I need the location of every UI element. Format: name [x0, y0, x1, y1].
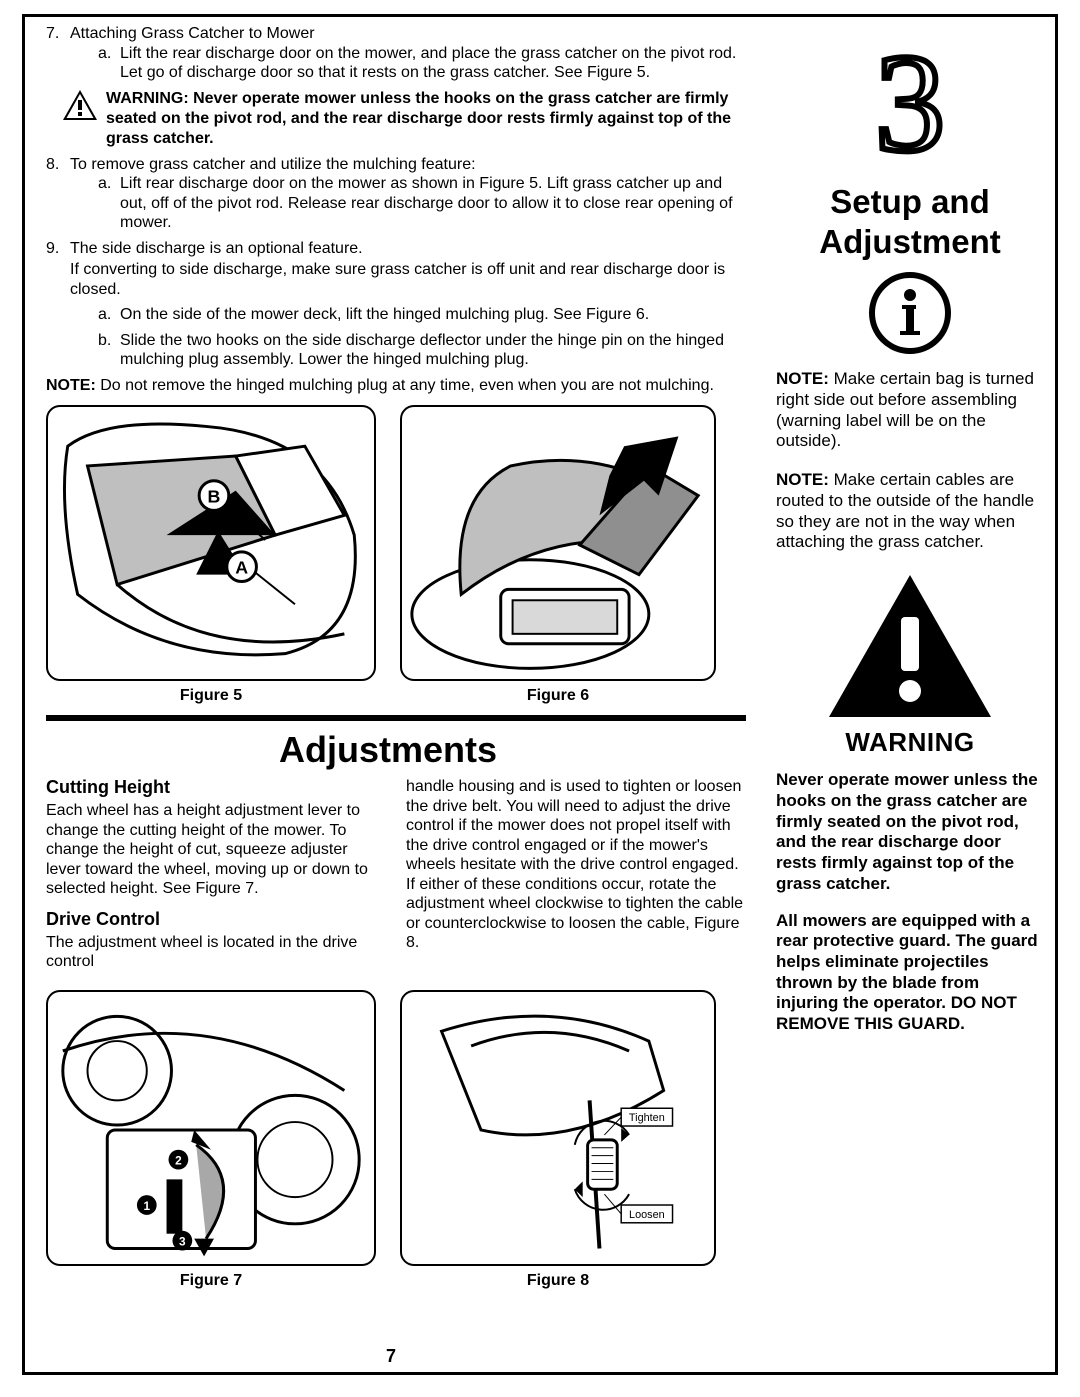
note-label: NOTE:	[46, 377, 96, 394]
note-label: NOTE:	[776, 470, 829, 489]
step-num: 8.	[46, 155, 59, 175]
drive-control-text-1: The adjustment wheel is located in the d…	[46, 933, 386, 972]
figure-7-wrap: 1 2 3 Figure 7	[46, 990, 376, 1290]
sidebar-warning-label: WARNING	[776, 727, 1044, 758]
figure-5-illustration: B A	[48, 405, 374, 681]
figure-8-illustration: Tighten Loosen	[402, 990, 714, 1266]
sidebar: 3 Setup and Adjustment NOTE: Make certai…	[766, 24, 1050, 1367]
figure-7-caption: Figure 7	[46, 1272, 376, 1290]
fig5-label-b: B	[208, 487, 221, 507]
warning-triangle-large-icon	[825, 571, 995, 721]
step-text: On the side of the mower deck, lift the …	[120, 306, 649, 323]
step-text: Attaching Grass Catcher to Mower	[70, 25, 315, 42]
warning-triangle-icon	[62, 89, 98, 121]
chapter-number-icon: 3	[855, 32, 965, 180]
step-text: The side discharge is an optional featur…	[70, 240, 363, 257]
step-text: Lift the rear discharge door on the mowe…	[120, 45, 736, 82]
step-letter: b.	[98, 331, 111, 351]
page-number: 7	[30, 1346, 752, 1367]
inline-warning: WARNING: Never operate mower unless the …	[62, 89, 746, 149]
step-letter: a.	[98, 174, 111, 194]
drive-control-text-2: handle housing and is used to tighten or…	[406, 777, 746, 953]
info-icon	[868, 271, 952, 355]
figure-6	[400, 405, 716, 681]
fig7-label-3: 3	[179, 1234, 186, 1248]
note-mulching: NOTE: Do not remove the hinged mulching …	[46, 376, 746, 396]
figure-5-wrap: B A Figure 5	[46, 405, 376, 705]
warning-text: WARNING: Never operate mower unless the …	[106, 89, 746, 149]
step-7a: a. Lift the rear discharge door on the m…	[98, 44, 746, 83]
figure-8-wrap: Tighten Loosen Figure 8	[400, 990, 716, 1290]
figure-7: 1 2 3	[46, 990, 376, 1266]
figure-5: B A	[46, 405, 376, 681]
figure-8: Tighten Loosen	[400, 990, 716, 1266]
step-9-sub: If converting to side discharge, make su…	[70, 260, 746, 299]
adjustments-columns: Cutting Height Each wheel has a height a…	[46, 777, 746, 982]
step-9a: a. On the side of the mower deck, lift t…	[98, 305, 746, 325]
sidebar-title-1: Setup and	[776, 184, 1044, 220]
step-letter: a.	[98, 44, 111, 64]
drive-control-heading: Drive Control	[46, 909, 386, 931]
main-content: 7. Attaching Grass Catcher to Mower a. L…	[30, 24, 752, 1367]
figure-6-caption: Figure 6	[400, 687, 716, 705]
section-rule	[46, 715, 746, 721]
note-label: NOTE:	[776, 369, 829, 388]
figure-6-illustration	[402, 405, 714, 681]
fig5-label-a: A	[235, 558, 248, 578]
fig7-label-1: 1	[143, 1199, 150, 1213]
step-num: 9.	[46, 239, 59, 259]
fig8-tighten: Tighten	[629, 1112, 665, 1124]
svg-text:3: 3	[875, 32, 945, 180]
figure-5-caption: Figure 5	[46, 687, 376, 705]
step-text: Lift rear discharge door on the mower as…	[120, 175, 733, 231]
step-9b: b. Slide the two hooks on the side disch…	[98, 331, 746, 370]
sidebar-warning-1: Never operate mower unless the hooks on …	[776, 770, 1044, 894]
sidebar-title-2: Adjustment	[776, 224, 1044, 260]
figure-7-illustration: 1 2 3	[48, 990, 374, 1266]
step-8a: a. Lift rear discharge door on the mower…	[98, 174, 746, 233]
sidebar-note-1: NOTE: Make certain bag is turned right s…	[776, 369, 1044, 452]
step-letter: a.	[98, 305, 111, 325]
adjustments-heading: Adjustments	[30, 729, 746, 771]
fig8-loosen: Loosen	[629, 1209, 665, 1221]
note-text: Do not remove the hinged mulching plug a…	[96, 377, 714, 394]
step-9: 9. The side discharge is an optional fea…	[46, 239, 746, 370]
figure-8-caption: Figure 8	[400, 1272, 716, 1290]
sidebar-warning-2: All mowers are equipped with a rear prot…	[776, 911, 1044, 1035]
figure-row-2: 1 2 3 Figure 7	[46, 990, 746, 1290]
step-8: 8. To remove grass catcher and utilize t…	[46, 155, 746, 233]
step-text: Slide the two hooks on the side discharg…	[120, 332, 724, 369]
figure-6-wrap: Figure 6	[400, 405, 716, 705]
cutting-height-heading: Cutting Height	[46, 777, 386, 799]
sidebar-note-2: NOTE: Make certain cables are routed to …	[776, 470, 1044, 553]
cutting-height-text: Each wheel has a height adjustment lever…	[46, 801, 386, 899]
figure-row-1: B A Figure 5	[46, 405, 746, 705]
step-7: 7. Attaching Grass Catcher to Mower a. L…	[46, 24, 746, 83]
fig7-label-2: 2	[175, 1153, 182, 1167]
step-num: 7.	[46, 24, 59, 44]
step-text: To remove grass catcher and utilize the …	[70, 156, 476, 173]
